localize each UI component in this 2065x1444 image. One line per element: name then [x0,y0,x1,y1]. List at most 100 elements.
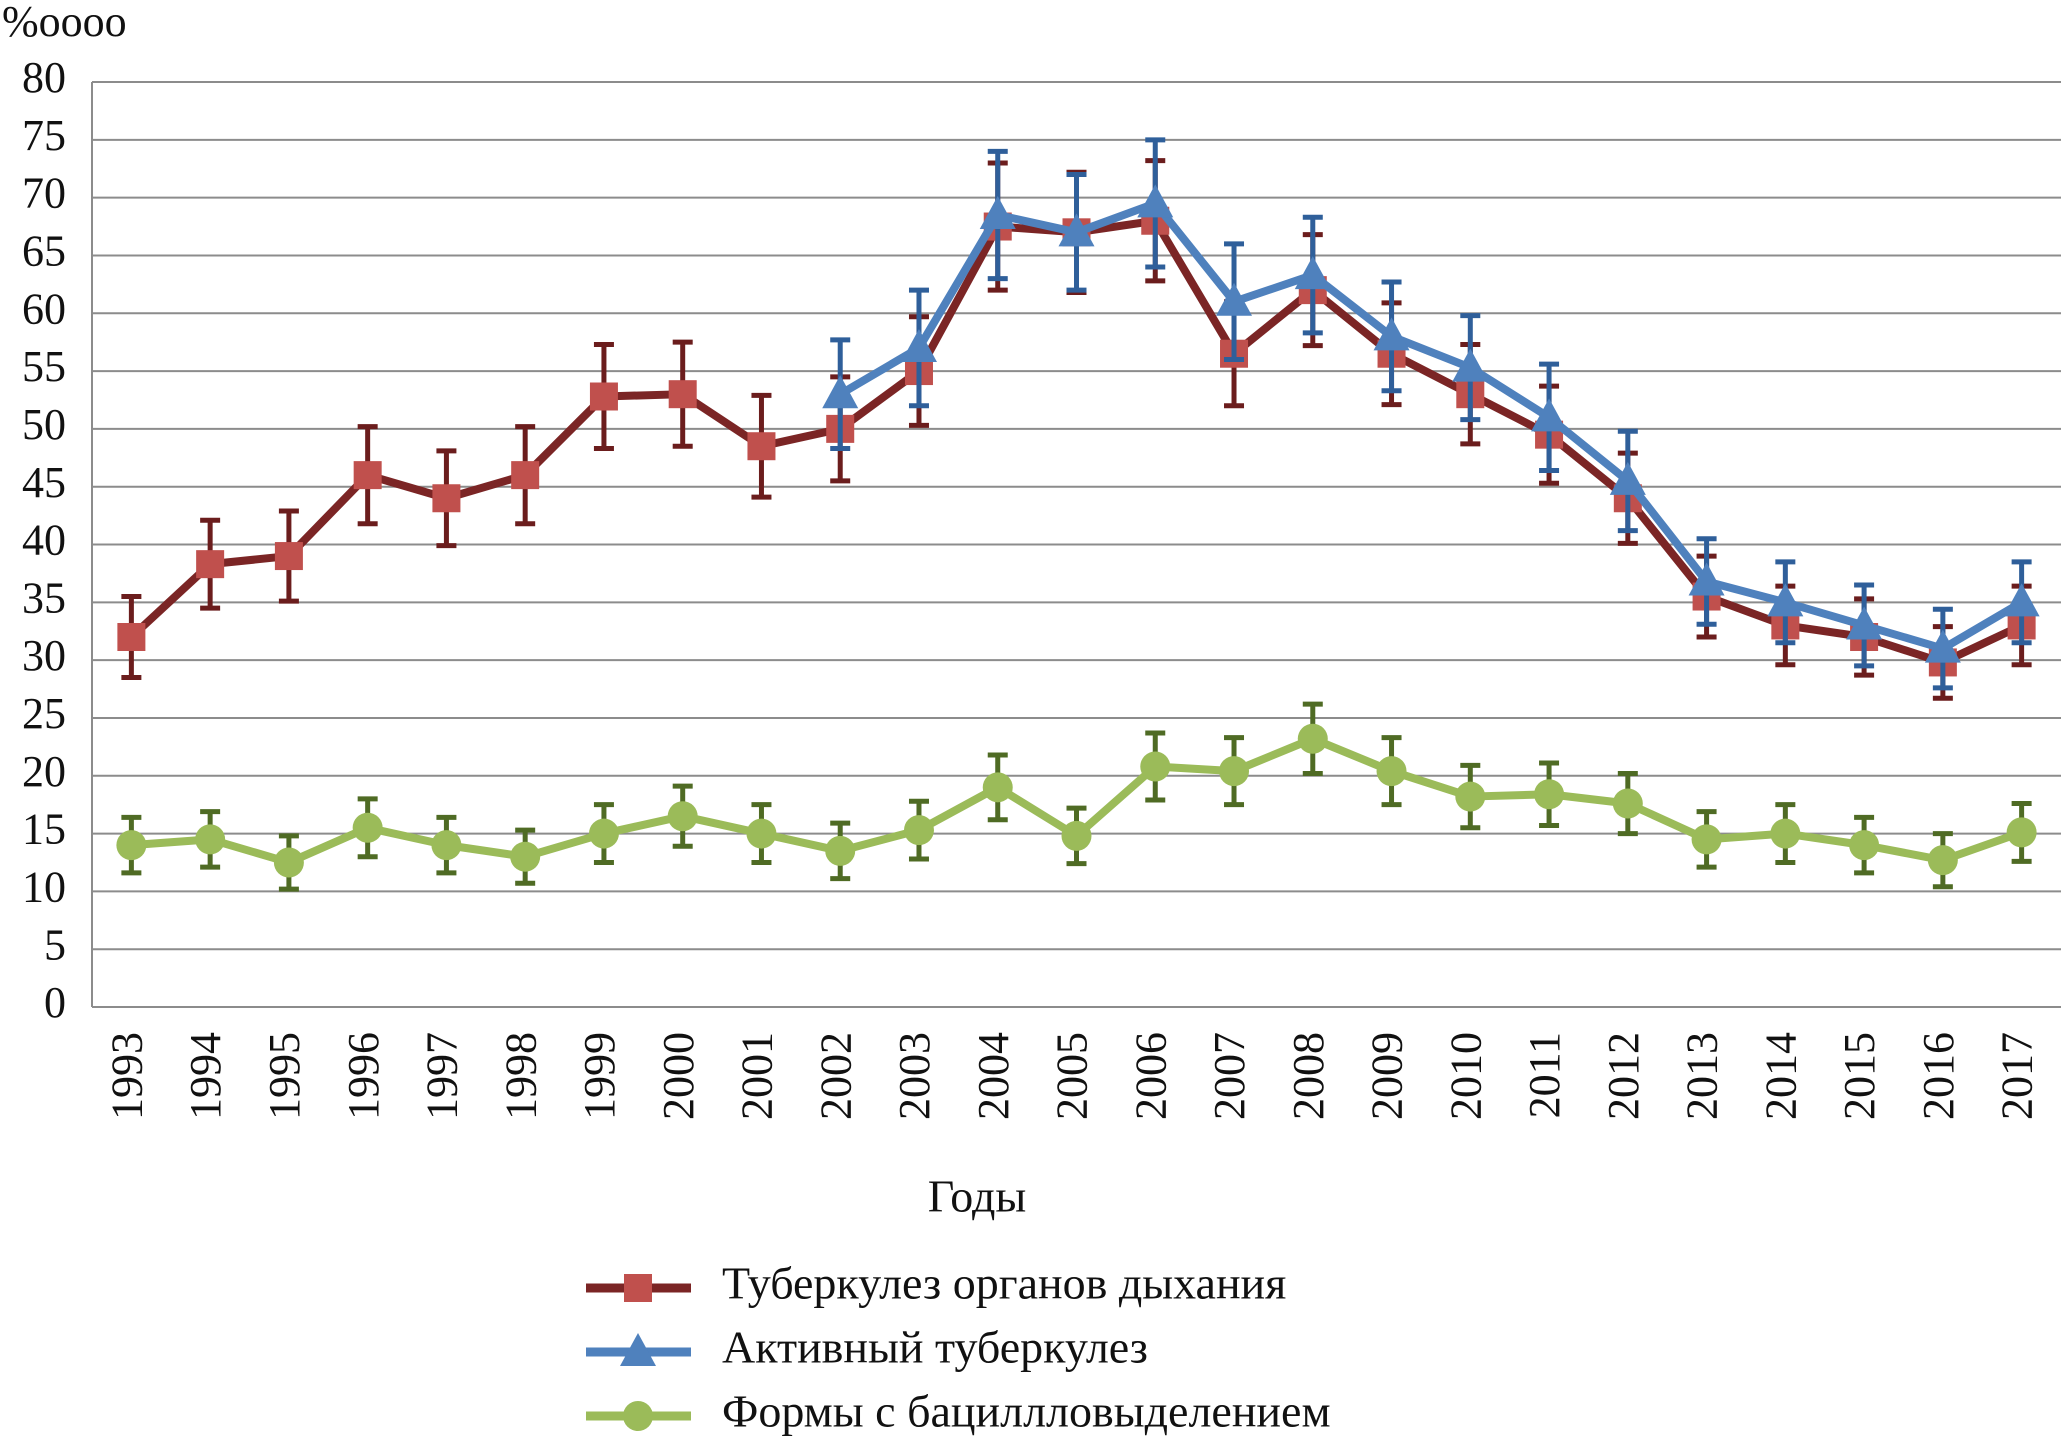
x-tick-label: 1994 [181,1032,230,1120]
point [352,812,383,843]
x-tick-label: 2016 [1914,1032,1963,1120]
y-tick-label: 65 [22,227,66,276]
y-tick-label: 5 [44,920,66,969]
point [432,484,461,513]
point [2003,583,2040,617]
x-tick-label: 2002 [811,1032,860,1120]
x-tick-label: 1999 [575,1032,624,1120]
point [511,461,540,490]
x-tick-label: 2001 [733,1032,782,1120]
y-tick-label: 0 [44,978,66,1027]
x-tick-label: 1998 [496,1032,545,1120]
point [1137,184,1174,218]
point [510,841,541,872]
x-tick-label: 2007 [1205,1032,1254,1120]
point [903,815,934,846]
legend-label: Туберкулез органов дыхания [722,1258,1286,1309]
point [1216,282,1253,316]
legend-marker [620,1333,656,1366]
point [982,772,1013,803]
point [1688,562,1725,596]
point [2006,817,2037,848]
x-tick-label: 1993 [102,1032,151,1120]
point [1373,317,1410,351]
x-tick-label: 2000 [654,1032,703,1120]
point [117,623,146,651]
point [1770,818,1801,849]
x-tick-label: 2008 [1284,1032,1333,1120]
y-tick-label: 45 [22,458,66,507]
x-tick-label: 2003 [890,1032,939,1120]
point [1924,629,1961,663]
x-tick-label: 2004 [969,1032,1018,1120]
point [1691,824,1722,855]
point [1452,348,1489,382]
y-tick-label: 60 [22,284,66,333]
legend-marker [624,1274,652,1302]
x-axis-title: Годы [928,1171,1027,1222]
y-tick-label: 80 [22,53,66,102]
x-tick-label: 2012 [1599,1032,1648,1120]
y-tick-label: 70 [22,169,66,218]
point [195,824,226,855]
point [822,375,859,409]
legend-marker [623,1401,653,1431]
point [1534,779,1565,810]
point [1294,256,1331,290]
y-tick-label: 75 [22,111,66,160]
point [668,380,697,409]
point [1612,788,1643,819]
x-tick-label: 2017 [1993,1032,2042,1120]
point [116,830,147,861]
point [1376,756,1407,787]
x-tick-label: 2009 [1363,1032,1412,1120]
y-tick-label: 25 [22,689,66,738]
x-tick-label: 2014 [1756,1032,1805,1120]
point [1927,845,1958,876]
point [1609,461,1646,495]
point [746,818,777,849]
y-unit-label: %oooo [2,0,127,46]
point [273,847,304,878]
point [900,328,937,362]
y-tick-label: 15 [22,805,66,854]
x-tick-label: 2013 [1678,1032,1727,1120]
y-tick-label: 40 [22,516,66,565]
point [274,542,303,571]
y-tick-label: 20 [22,747,66,796]
point [1455,781,1486,812]
point [431,830,462,861]
point [1849,830,1880,861]
x-tick-label: 2006 [1126,1032,1175,1120]
y-tick-label: 30 [22,631,66,680]
point [1297,723,1328,754]
x-tick-label: 2005 [1048,1032,1097,1120]
y-tick-label: 55 [22,342,66,391]
point [1219,756,1250,787]
point [979,195,1016,229]
y-tick-label: 35 [22,573,66,622]
x-tick-label: 2010 [1441,1032,1490,1120]
point [353,461,382,490]
point [588,818,619,849]
point [196,550,225,579]
point [1061,820,1092,851]
point [747,432,776,461]
y-tick-label: 10 [22,862,66,911]
point [589,382,618,411]
x-tick-label: 1995 [260,1032,309,1120]
point [1846,606,1883,640]
legend-label: Активный туберкулез [722,1322,1148,1373]
point [1058,213,1095,247]
series-line [838,199,2024,653]
x-tick-label: 2011 [1520,1032,1569,1118]
point [1531,398,1568,432]
point [825,835,856,866]
x-tick-label: 1996 [339,1032,388,1120]
point [667,801,698,832]
point [1767,583,1804,617]
legend-label: Формы с бациллловыделением [722,1386,1331,1437]
x-tick-label: 2015 [1835,1032,1884,1120]
x-tick-label: 1997 [418,1032,467,1120]
